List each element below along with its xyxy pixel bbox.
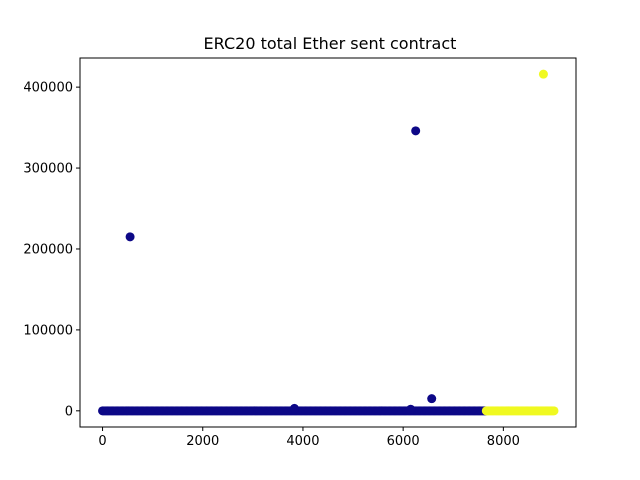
x-axis: 0 2000 4000 6000 8000 [98,427,520,449]
plot-frame [79,57,577,428]
x-tick-label: 8000 [487,434,520,449]
scatter-point [406,404,416,414]
scatter-point [411,126,421,136]
y-tick-label: 0 [65,404,73,419]
x-tick-label: 0 [98,434,106,449]
y-tick-label: 200000 [23,242,73,257]
x-tick-label: 2000 [186,434,219,449]
scatter-point-dense [549,406,559,416]
y-axis: 0 100000 200000 300000 400000 [23,81,80,419]
scatter-point [289,403,299,413]
x-tick-label: 4000 [286,434,319,449]
x-tick-label: 6000 [387,434,420,449]
scatter-point [538,69,548,79]
plot-marks [98,69,559,416]
y-tick-label: 400000 [23,81,73,96]
scatter-point [125,232,135,242]
y-tick-label: 300000 [23,162,73,177]
y-tick-label: 100000 [23,323,73,338]
scatter-point [427,394,437,404]
chart-title: ERC20 total Ether sent contract [204,34,457,53]
